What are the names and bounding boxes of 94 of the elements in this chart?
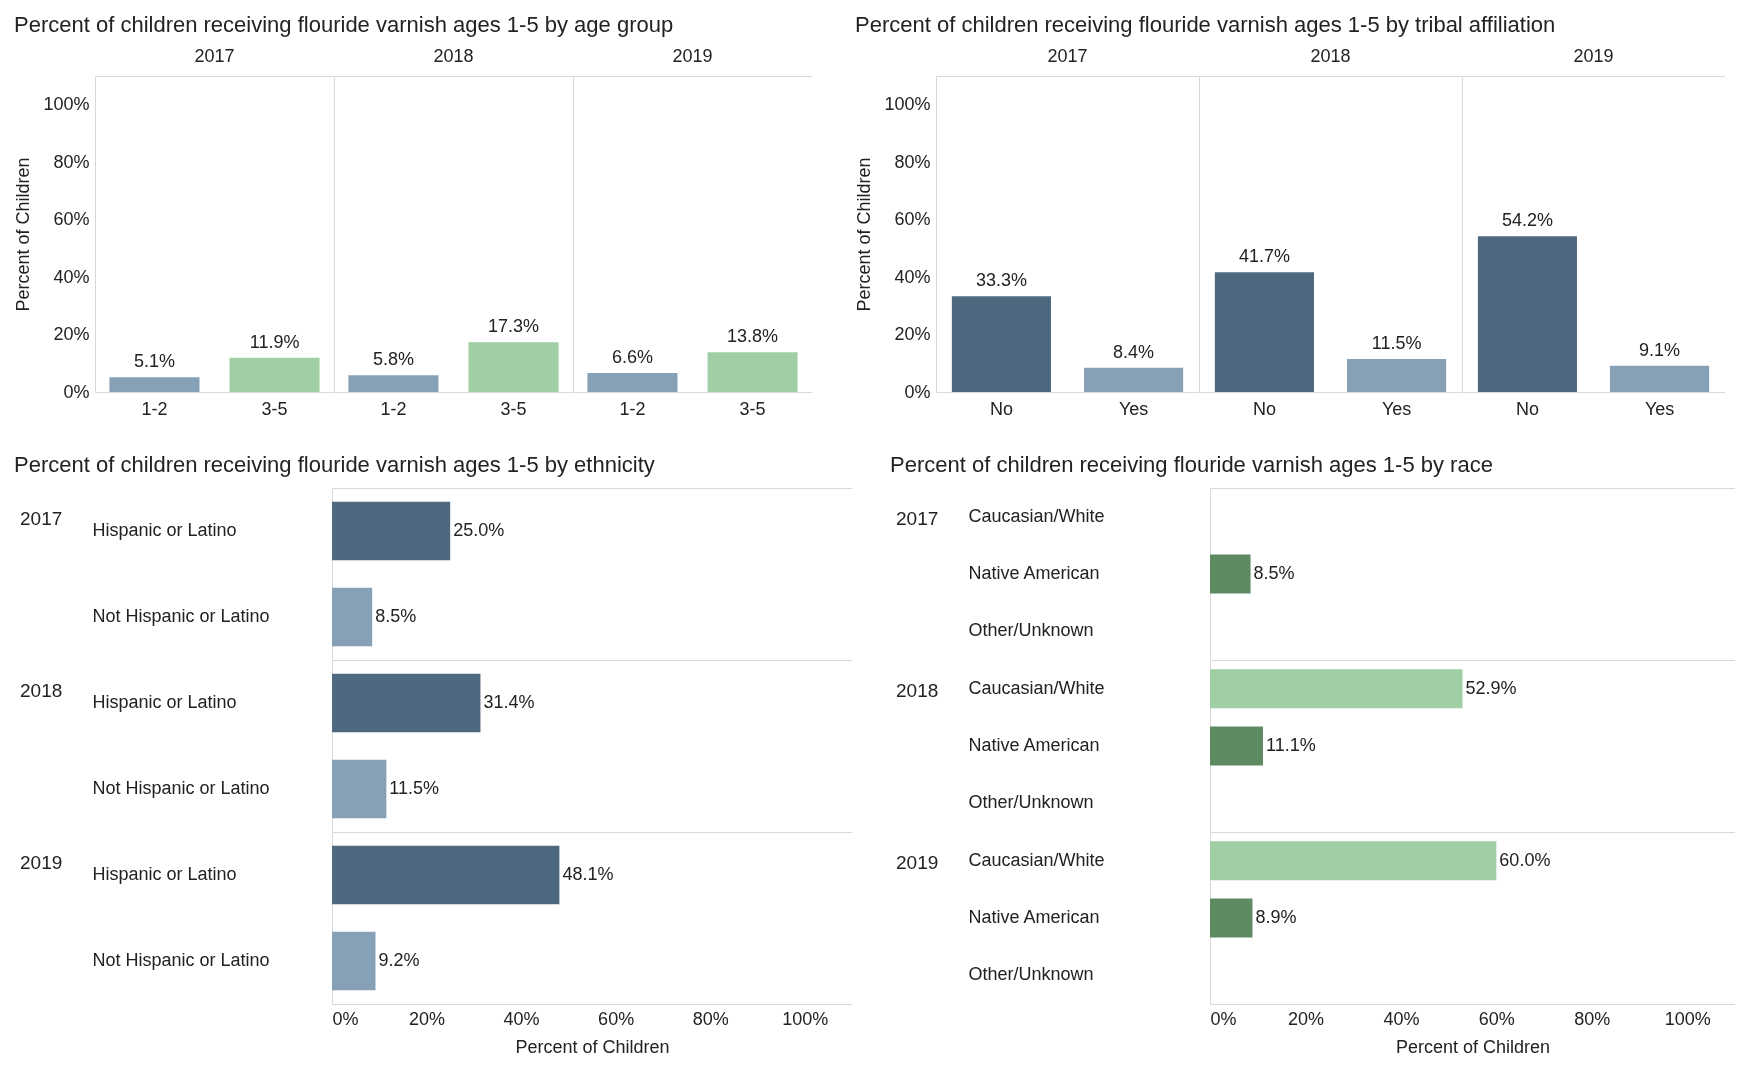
- x-tick-label: 100%: [782, 1008, 829, 1029]
- x-tick-label: 60%: [1478, 1008, 1515, 1029]
- x-tick-label: Yes: [1381, 398, 1412, 419]
- y-tick-label: Other/Unknown: [968, 620, 1094, 641]
- data-label: 11.9%: [249, 331, 300, 352]
- x-tick-label: 100%: [1664, 1008, 1711, 1029]
- data-label: 9.2%: [378, 950, 420, 970]
- chart-subtitle: 2019: [672, 46, 713, 66]
- y-tick-label: Hispanic or Latino: [92, 692, 237, 712]
- x-tick-label: 3-5: [261, 398, 288, 419]
- data-label: 52.9%: [1465, 677, 1517, 698]
- text: 2017: [20, 508, 63, 530]
- x-tick-label: No: [989, 398, 1013, 419]
- y-tick-label: 60%: [53, 209, 90, 230]
- chart-title: Percent of children receiving flouride varnish ages 1-5 by ethnicity: [14, 451, 655, 479]
- y-tick-label: 0%: [904, 381, 931, 402]
- text: 2019: [20, 852, 63, 874]
- data-label: 8.4%: [1113, 341, 1155, 362]
- y-tick-label: Native American: [968, 907, 1100, 927]
- x-tick-label: 3-5: [739, 398, 766, 419]
- y-tick-label: 40%: [53, 266, 90, 287]
- data-label: 11.5%: [389, 778, 440, 798]
- chart-subtitle: 2018: [433, 46, 474, 66]
- y-tick-label: Native American: [968, 563, 1100, 583]
- y-tick-label: Native American: [968, 735, 1100, 755]
- chart-title: Percent of children receiving flouride varnish ages 1-5 by age group: [14, 11, 674, 39]
- y-axis-title: Percent of Children: [13, 157, 34, 312]
- x-tick-label: 3-5: [500, 398, 527, 419]
- data-label: 5.1%: [133, 351, 175, 372]
- x-tick-label: No: [1515, 398, 1539, 419]
- text: 2018: [896, 680, 939, 702]
- x-tick-label: 40%: [503, 1008, 540, 1029]
- data-label: 25.0%: [453, 520, 505, 540]
- data-label: 31.4%: [483, 692, 535, 712]
- data-label: 8.5%: [1253, 563, 1295, 583]
- y-tick-label: 0%: [63, 381, 90, 402]
- y-axis-title: Percent of Children: [854, 157, 875, 312]
- y-tick-label: 100%: [43, 94, 90, 115]
- x-tick-label: 40%: [1383, 1008, 1420, 1029]
- y-tick-label: Caucasian/White: [968, 849, 1105, 870]
- x-tick-label: Yes: [1644, 398, 1675, 419]
- y-tick-label: Other/Unknown: [968, 792, 1094, 813]
- chart-subtitle: 2019: [1573, 46, 1614, 66]
- data-label: 5.8%: [372, 349, 414, 370]
- data-label: 13.8%: [727, 326, 779, 347]
- x-tick-label: 1-2: [141, 398, 168, 419]
- y-tick-label: 60%: [894, 209, 931, 230]
- y-tick-label: 80%: [894, 151, 931, 172]
- y-tick-label: Hispanic or Latino: [92, 864, 237, 884]
- data-label: 60.0%: [1499, 849, 1551, 870]
- x-tick-label: 1-2: [380, 398, 407, 419]
- x-tick-label: 0%: [1210, 1008, 1237, 1029]
- x-tick-label: 80%: [692, 1008, 729, 1029]
- x-tick-label: 20%: [1287, 1008, 1324, 1029]
- data-label: 54.2%: [1501, 210, 1553, 231]
- data-label: 9.1%: [1639, 339, 1681, 360]
- y-tick-label: Caucasian/White: [968, 677, 1105, 698]
- y-tick-label: 20%: [53, 324, 90, 345]
- data-label: 48.1%: [562, 864, 614, 884]
- chart-subtitle: 2017: [194, 46, 235, 66]
- text: 2019: [896, 852, 939, 874]
- y-tick-label: Not Hispanic or Latino: [92, 950, 270, 970]
- data-label: 41.7%: [1238, 246, 1290, 267]
- text: 2017: [896, 508, 939, 530]
- x-tick-label: No: [1252, 398, 1276, 419]
- x-tick-label: 60%: [598, 1008, 635, 1029]
- y-tick-label: Caucasian/White: [968, 505, 1105, 526]
- x-axis-title: Percent of Children: [1395, 1036, 1551, 1057]
- y-tick-label: Other/Unknown: [968, 964, 1094, 985]
- y-tick-label: Not Hispanic or Latino: [92, 606, 270, 626]
- data-label: 8.9%: [1255, 907, 1297, 927]
- y-tick-label: 80%: [53, 151, 90, 172]
- text: 2018: [20, 680, 63, 702]
- y-tick-label: Hispanic or Latino: [92, 520, 237, 540]
- y-tick-label: 100%: [884, 94, 931, 115]
- x-tick-label: Yes: [1118, 398, 1149, 419]
- x-axis-title: Percent of Children: [515, 1036, 670, 1057]
- data-label: 33.3%: [975, 270, 1027, 291]
- x-tick-label: 80%: [1574, 1008, 1611, 1029]
- y-tick-label: 20%: [894, 324, 931, 345]
- data-label: 8.5%: [375, 606, 417, 626]
- y-tick-label: Not Hispanic or Latino: [92, 778, 270, 798]
- x-tick-label: 1-2: [619, 398, 646, 419]
- x-tick-label: 20%: [409, 1008, 446, 1029]
- chart-subtitle: 2017: [1047, 46, 1088, 66]
- chart-subtitle: 2018: [1310, 46, 1351, 66]
- chart-title: Percent of children receiving flouride varnish ages 1-5 by tribal affiliation: [855, 11, 1556, 39]
- y-tick-label: 40%: [894, 266, 931, 287]
- data-label: 11.1%: [1265, 735, 1316, 755]
- chart-title: Percent of children receiving flouride varnish ages 1-5 by race: [890, 451, 1493, 479]
- data-label: 6.6%: [611, 347, 653, 368]
- data-label: 17.3%: [488, 316, 540, 337]
- data-label: 11.5%: [1371, 332, 1422, 353]
- x-tick-label: 0%: [332, 1008, 359, 1029]
